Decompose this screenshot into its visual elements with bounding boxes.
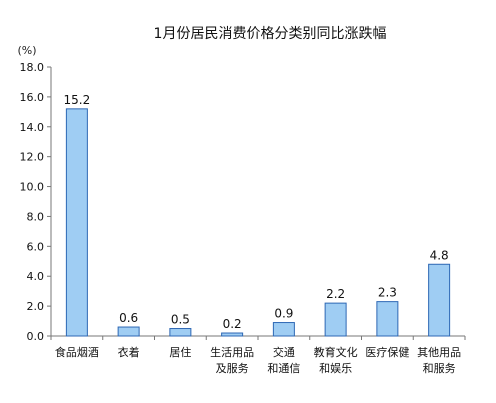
y-tick-label: 14.0 [20,121,45,134]
x-category-label: 和娱乐 [319,361,352,375]
bar [324,302,347,337]
bar-value-label: 0.6 [119,311,138,325]
y-tick-label: 8.0 [27,210,45,223]
bar-value-label: 0.9 [274,307,293,321]
x-category-label: 教育文化 [314,345,358,359]
x-category-label: 和服务 [423,362,456,375]
x-category-label: 衣着 [118,345,140,359]
y-tick-label: 0.0 [27,330,45,343]
bar [376,301,399,337]
bar-value-label: 0.2 [223,317,242,331]
x-category-label: 生活用品 [210,345,254,359]
chart-title: 1月份居民消费价格分类别同比涨跌幅 [154,26,387,42]
bar [169,328,192,337]
bars-group [65,108,451,337]
bar [428,263,451,337]
bar [221,332,244,337]
bar [65,108,88,337]
y-axis-unit-label: (%) [17,44,36,57]
bar-value-label: 2.2 [326,287,345,301]
y-tick-label: 6.0 [27,240,45,253]
y-tick-label: 2.0 [27,300,45,313]
y-tick-label: 4.0 [27,270,45,283]
x-category-label: 及服务 [216,362,249,375]
y-tick-label: 18.0 [20,61,45,74]
x-category-label: 医疗保健 [365,345,409,359]
x-category-label: 和通信 [267,362,300,375]
x-category-label: 交通 [273,345,295,359]
bar-value-label: 4.8 [430,248,449,262]
bar [272,322,295,337]
bar-value-label: 0.5 [171,313,190,327]
y-tick-label: 12.0 [20,151,45,164]
x-category-label: 居住 [169,345,191,359]
bar [117,326,140,337]
y-tick-label: 16.0 [20,91,45,104]
bar-value-label: 2.3 [378,286,397,300]
bar-value-label: 15.2 [64,93,91,107]
x-category-label: 食品烟酒 [55,345,99,359]
x-category-label: 其他用品 [417,346,461,359]
y-tick-label: 10.0 [20,181,45,194]
